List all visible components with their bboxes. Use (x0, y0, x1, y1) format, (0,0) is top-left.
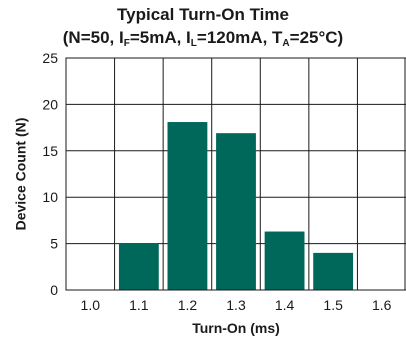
y-tick-label: 25 (42, 50, 58, 66)
x-tick-label: 1.1 (129, 297, 149, 313)
subtitle-part: =25°C) (289, 28, 344, 47)
plot-frame (65, 57, 406, 291)
y-axis-ticks: 0 5 10 15 20 25 (42, 50, 58, 298)
y-tick-label: 20 (42, 96, 58, 112)
bars (118, 122, 354, 290)
x-tick-label: 1.5 (323, 297, 343, 313)
subtitle-part: =120mA, T (196, 28, 283, 47)
bar-1.5 (313, 252, 354, 290)
x-axis-label: Turn-On (ms) (192, 320, 280, 336)
y-axis-label: Device Count (N) (13, 118, 29, 231)
chart-subtitle: (N=50, IF=5mA, IL=120mA, TA=25°C) (0, 28, 406, 49)
x-tick-label: 1.6 (372, 297, 392, 313)
subtitle-subscript: F (123, 38, 130, 49)
subtitle-subscript: A (282, 38, 290, 49)
subtitle-part: =5mA, I (129, 28, 191, 47)
x-axis-ticks: 1.0 1.1 1.2 1.3 1.4 1.5 1.6 (81, 297, 392, 313)
subtitle-part: (N=50, I (62, 28, 124, 47)
bar-1.4 (264, 231, 305, 290)
x-tick-label: 1.3 (226, 297, 246, 313)
y-tick-label: 15 (42, 143, 58, 159)
x-tick-label: 1.4 (275, 297, 295, 313)
bar-1.2 (167, 122, 208, 290)
x-tick-label: 1.0 (81, 297, 101, 313)
subtitle-subscript: L (190, 38, 197, 49)
y-tick-label: 5 (50, 236, 58, 252)
y-tick-label: 0 (50, 282, 58, 298)
chart-title: Typical Turn-On Time (117, 5, 289, 24)
y-tick-label: 10 (42, 189, 58, 205)
bar-1.3 (216, 133, 256, 290)
bar-1.1 (118, 243, 159, 290)
x-tick-label: 1.2 (178, 297, 198, 313)
